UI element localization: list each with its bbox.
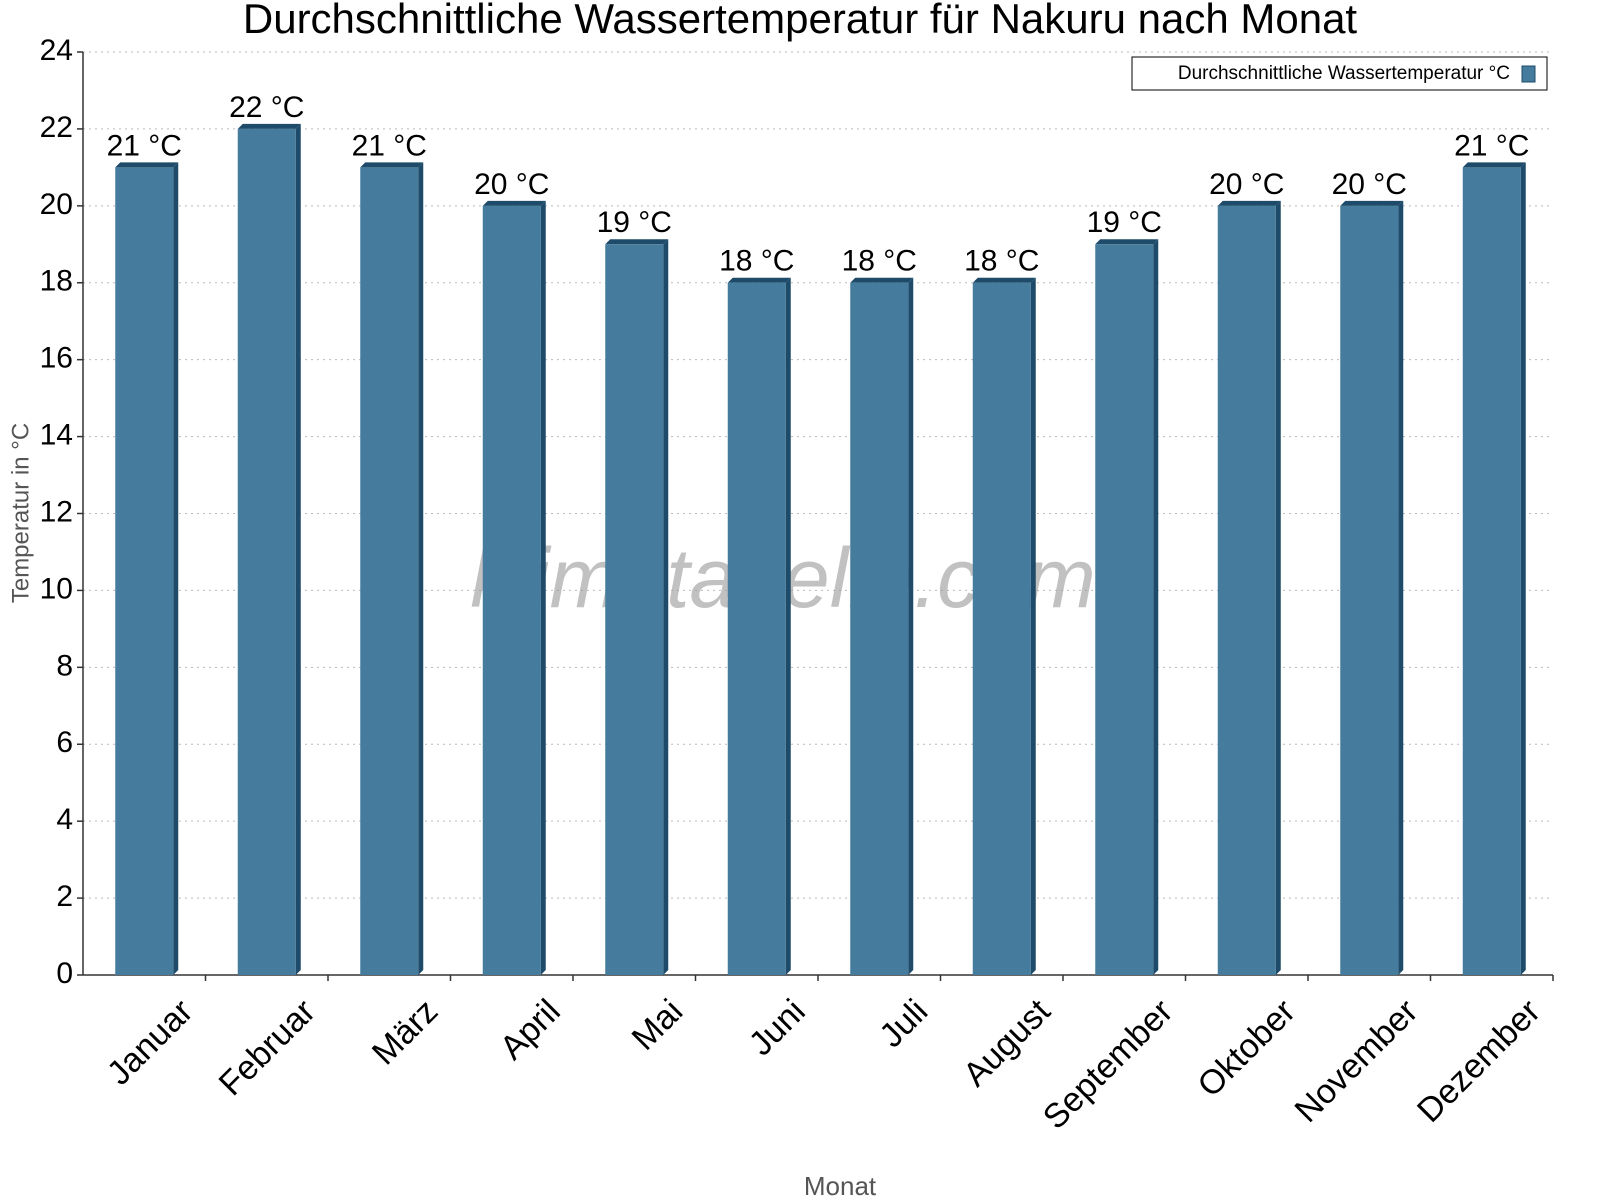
y-tick-label: 0 xyxy=(56,957,73,990)
y-tick-label: 14 xyxy=(40,419,73,452)
bar-top xyxy=(1095,239,1159,245)
y-tick-label: 4 xyxy=(56,803,73,836)
x-tick-label: Juni xyxy=(742,992,813,1063)
x-axis-label: Monat xyxy=(804,1171,877,1200)
y-tick-label: 16 xyxy=(40,342,73,375)
bar-side xyxy=(1520,162,1526,975)
x-tick-label: Oktober xyxy=(1190,992,1302,1104)
bar-face xyxy=(1462,167,1521,975)
bar-side xyxy=(418,162,424,975)
chart-title: Durchschnittliche Wassertemperatur für N… xyxy=(243,0,1358,42)
x-tick-label: Januar xyxy=(100,992,200,1092)
value-label: 19 °C xyxy=(597,206,672,239)
bar-face xyxy=(1340,205,1399,976)
bar-side xyxy=(1398,200,1404,976)
y-tick-label: 6 xyxy=(56,726,73,759)
value-label: 21 °C xyxy=(352,129,427,162)
bar-top xyxy=(1462,162,1526,168)
value-label: 18 °C xyxy=(842,245,917,278)
bar xyxy=(360,162,424,975)
bar xyxy=(1340,200,1404,976)
bar xyxy=(850,277,914,975)
bar xyxy=(482,200,546,976)
bar-face xyxy=(727,282,786,975)
bar-top xyxy=(482,200,546,206)
bar xyxy=(115,162,179,975)
value-label: 19 °C xyxy=(1087,206,1162,239)
bar-top xyxy=(360,162,424,168)
x-tick-label: September xyxy=(1036,992,1180,1136)
x-tick-label: Dezember xyxy=(1410,992,1548,1130)
value-label: 21 °C xyxy=(1454,129,1529,162)
bar-top xyxy=(727,277,791,283)
y-tick-label: 10 xyxy=(40,572,73,605)
bar-face xyxy=(482,205,541,976)
x-tick-label: März xyxy=(365,992,445,1072)
bar-face xyxy=(1095,244,1154,975)
bar xyxy=(1217,200,1281,976)
legend-label: Durchschnittliche Wassertemperatur °C xyxy=(1178,63,1510,84)
x-tick-label: Mai xyxy=(625,992,691,1058)
bar xyxy=(605,239,669,975)
bar-top xyxy=(1217,200,1281,206)
value-label: 20 °C xyxy=(1332,168,1407,201)
bar-top xyxy=(972,277,1036,283)
y-tick-label: 24 xyxy=(40,34,73,67)
y-tick-label: 22 xyxy=(40,111,73,144)
bar xyxy=(237,123,301,975)
x-tick-label: August xyxy=(956,992,1058,1094)
bar-top xyxy=(237,123,301,129)
bar-face xyxy=(115,167,174,975)
legend-swatch xyxy=(1521,65,1536,83)
value-label: 18 °C xyxy=(964,245,1039,278)
bar-side xyxy=(908,277,914,975)
x-tick-label: April xyxy=(493,992,568,1067)
value-label: 21 °C xyxy=(107,129,182,162)
value-label: 18 °C xyxy=(719,245,794,278)
bar-face xyxy=(360,167,419,975)
bar-face xyxy=(1217,205,1276,976)
x-tick-label: November xyxy=(1287,992,1425,1130)
bar xyxy=(972,277,1036,975)
y-tick-label: 18 xyxy=(40,265,73,298)
x-tick-label: Februar xyxy=(212,992,323,1103)
value-label: 22 °C xyxy=(229,91,304,124)
y-tick-label: 12 xyxy=(40,495,73,528)
value-label: 20 °C xyxy=(1209,168,1284,201)
y-tick-label: 20 xyxy=(40,188,73,221)
bar-side xyxy=(663,239,669,975)
bar-side xyxy=(540,200,546,976)
y-tick-label: 8 xyxy=(56,649,73,682)
bar-face xyxy=(972,282,1031,975)
bar-side xyxy=(1030,277,1036,975)
bar-side xyxy=(173,162,179,975)
bar xyxy=(1095,239,1159,975)
bar-top xyxy=(1340,200,1404,206)
bar-face xyxy=(605,244,664,975)
value-label: 20 °C xyxy=(474,168,549,201)
legend-box xyxy=(1131,56,1548,91)
bar xyxy=(1462,162,1526,975)
bar-side xyxy=(1153,239,1159,975)
bar-top xyxy=(605,239,669,245)
bar-side xyxy=(785,277,791,975)
bar xyxy=(727,277,791,975)
x-tick-label: Juli xyxy=(872,992,935,1055)
bar-face xyxy=(850,282,909,975)
bar-top xyxy=(850,277,914,283)
bar-side xyxy=(295,123,301,975)
bar-side xyxy=(1275,200,1281,976)
bar-top xyxy=(115,162,179,168)
y-tick-label: 2 xyxy=(56,880,73,913)
bar-face xyxy=(237,128,296,975)
y-axis-label: Temperatur in °C xyxy=(7,423,34,603)
